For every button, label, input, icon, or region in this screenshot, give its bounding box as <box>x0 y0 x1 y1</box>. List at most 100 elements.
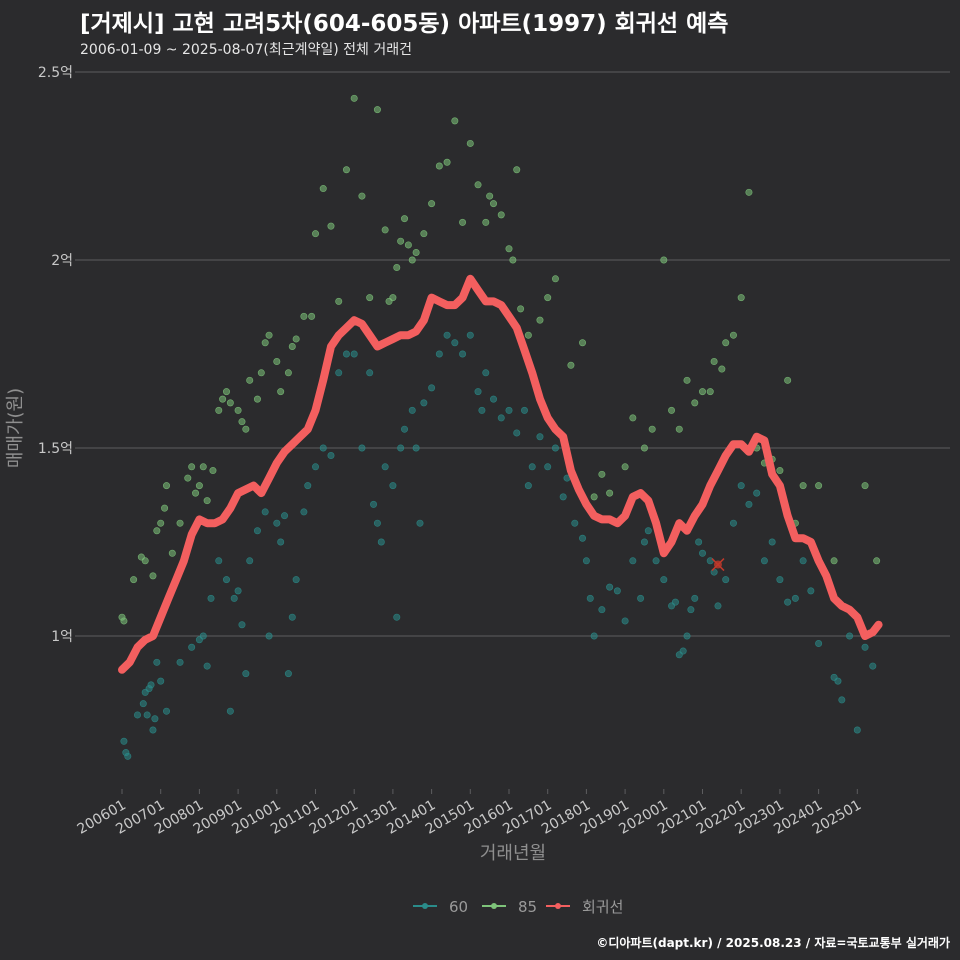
scatter-point <box>342 166 350 174</box>
scatter-point <box>869 662 877 670</box>
scatter-point <box>490 395 498 403</box>
scatter-point <box>311 230 319 238</box>
scatter-point <box>579 534 587 542</box>
scatter-point <box>124 752 132 760</box>
scatter-point <box>528 463 536 471</box>
scatter-point <box>598 470 606 478</box>
scatter-point <box>234 406 242 414</box>
scatter-point <box>408 406 416 414</box>
legend: 60 85 회귀선 <box>413 898 623 916</box>
scatter-point <box>273 519 281 527</box>
scatter-point <box>536 316 544 324</box>
scatter-point <box>640 444 648 452</box>
scatter-point <box>327 222 335 230</box>
scatter-point <box>428 384 436 392</box>
scatter-point <box>784 376 792 384</box>
highlight-marker <box>711 558 725 572</box>
scatter-point <box>288 342 296 350</box>
scatter-point <box>598 606 606 614</box>
scatter-point <box>358 444 366 452</box>
scatter-point <box>482 218 490 226</box>
scatter-point <box>760 557 768 565</box>
scatter-point <box>226 707 234 715</box>
scatter-point <box>660 256 668 264</box>
y-axis-ticks: 1억 1.5억 2억 2.5억 <box>38 65 80 645</box>
scatter-point <box>443 331 451 339</box>
scatter-point <box>292 576 300 584</box>
scatter-point <box>834 677 842 685</box>
scatter-point <box>284 670 292 678</box>
legend-label: 60 <box>449 898 468 916</box>
scatter-point <box>660 576 668 584</box>
scatter-point <box>776 467 784 475</box>
scatter-point <box>683 632 691 640</box>
series-60-points <box>120 331 877 760</box>
scatter-point <box>381 463 389 471</box>
scatter-point <box>807 587 815 595</box>
scatter-point <box>791 594 799 602</box>
scatter-point <box>149 726 157 734</box>
scatter-point <box>366 294 374 302</box>
scatter-point <box>381 226 389 234</box>
legend-label: 회귀선 <box>582 898 623 916</box>
scatter-point <box>393 264 401 272</box>
scatter-point <box>161 504 169 512</box>
scatter-point <box>335 297 343 305</box>
scatter-point <box>153 658 161 666</box>
scatter-point <box>451 117 459 125</box>
scatter-point <box>226 399 234 407</box>
scatter-point <box>300 508 308 516</box>
scatter-point <box>147 681 155 689</box>
scatter-point <box>768 538 776 546</box>
scatter-point <box>203 497 211 505</box>
scatter-point <box>861 643 869 651</box>
scatter-point <box>544 294 552 302</box>
highlight-cross <box>711 558 725 572</box>
scatter-point <box>799 557 807 565</box>
scatter-point <box>691 594 699 602</box>
scatter-point <box>207 594 215 602</box>
scatter-point <box>273 358 281 366</box>
scatter-point <box>120 617 128 625</box>
scatter-point <box>308 312 316 320</box>
scatter-point <box>257 369 265 377</box>
scatter-point <box>613 587 621 595</box>
scatter-point <box>335 369 343 377</box>
scatter-point <box>416 519 424 527</box>
scatter-point <box>342 350 350 358</box>
scatter-point <box>737 482 745 490</box>
scatter-point <box>830 557 838 565</box>
y-tick-label: 2.5억 <box>38 65 73 81</box>
scatter-point <box>459 218 467 226</box>
scatter-point <box>188 463 196 471</box>
scatter-point <box>120 737 128 745</box>
scatter-point <box>513 166 521 174</box>
scatter-point <box>579 339 587 347</box>
scatter-point <box>253 395 261 403</box>
legend-swatch-dot <box>555 903 561 909</box>
scatter-point <box>637 594 645 602</box>
scatter-point <box>497 414 505 422</box>
regression-line-group <box>118 274 883 674</box>
scatter-point <box>714 602 722 610</box>
scatter-point <box>513 429 521 437</box>
scatter-point <box>668 406 676 414</box>
legend-label: 85 <box>518 898 537 916</box>
scatter-point <box>451 339 459 347</box>
scatter-point <box>377 538 385 546</box>
scatter-point <box>277 388 285 396</box>
scatter-point <box>246 376 254 384</box>
scatter-point <box>698 549 706 557</box>
scatter-point <box>505 406 513 414</box>
scatter-point <box>536 433 544 441</box>
scatter-point <box>687 606 695 614</box>
x-axis-label: 거래년월 <box>480 843 546 864</box>
scatter-point <box>327 452 335 460</box>
scatter-point <box>163 707 171 715</box>
scatter-point <box>861 482 869 490</box>
scatter-point <box>478 406 486 414</box>
scatter-point <box>370 500 378 508</box>
scatter-point <box>389 294 397 302</box>
y-axis-label: 매매가(원) <box>5 388 26 468</box>
